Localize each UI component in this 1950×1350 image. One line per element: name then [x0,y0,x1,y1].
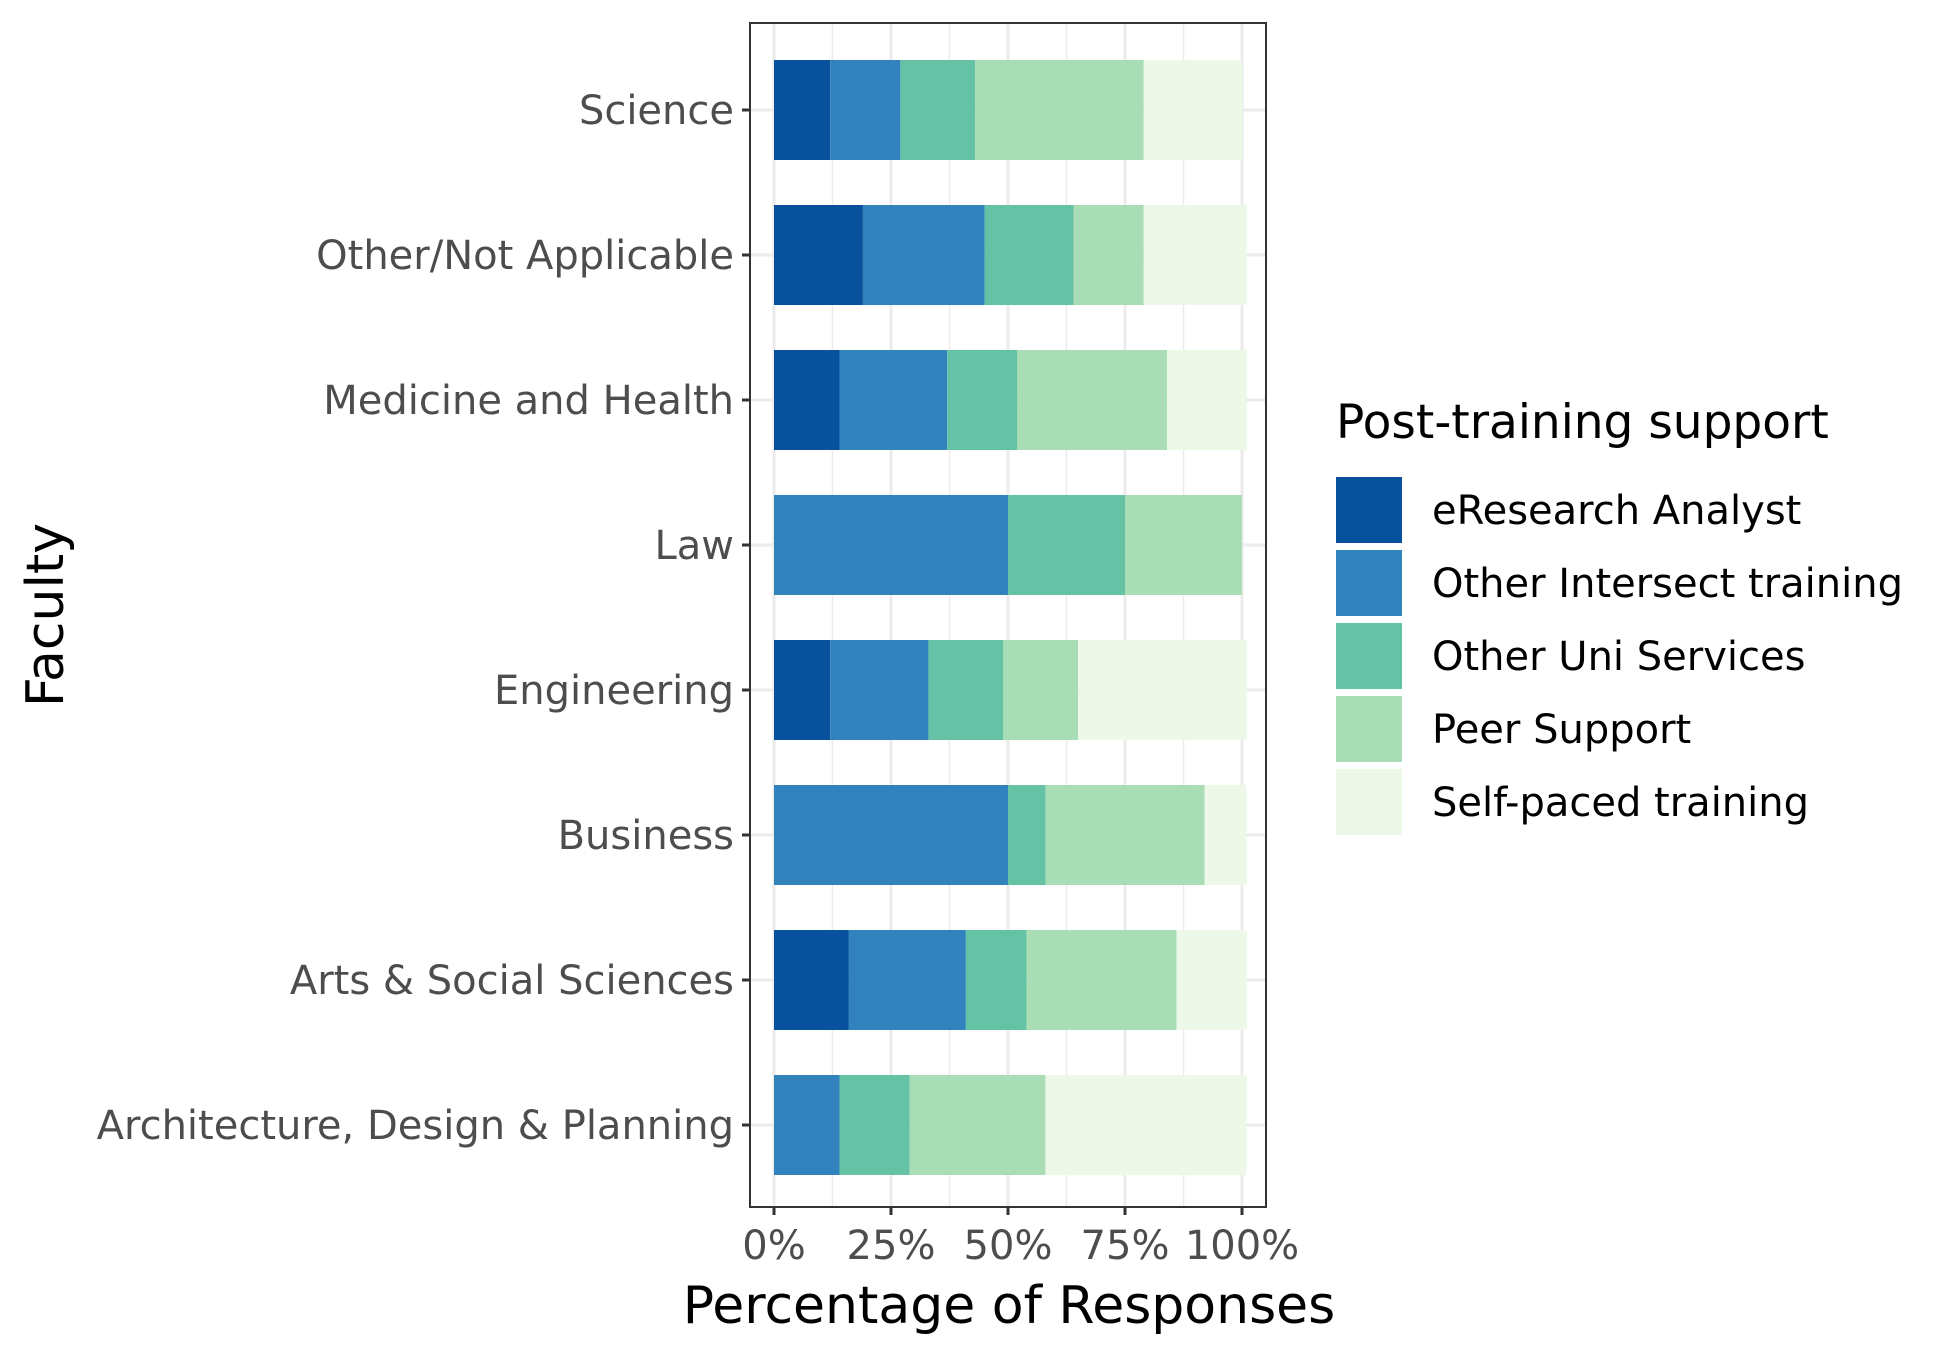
bar-segment [1008,495,1125,595]
bar-segment [1017,350,1168,450]
legend-key [1336,550,1402,616]
x-tick-label: 0% [742,1223,805,1269]
legend-title: Post-training support [1336,395,1829,450]
bar-segment [984,205,1074,305]
bar-segment [774,640,831,740]
bar-segment [830,60,901,160]
legend-key [1336,769,1402,835]
legend-key [1336,477,1402,543]
bar-segment [900,60,976,160]
bar-segment [839,350,948,450]
bar-segment [1143,205,1247,305]
bar-segment [1003,640,1079,740]
bar-segment [848,930,966,1030]
bar-segment [1125,495,1242,595]
bar-segment [1176,930,1247,1030]
bar-segment [1078,640,1247,740]
bar-segment [1143,60,1242,160]
bar-segment [1204,785,1247,885]
bar-segment [774,785,1008,885]
y-tick-label: Business [558,813,734,859]
bar-segment [909,1075,1046,1175]
bar-segment [1045,1075,1247,1175]
bar-segment [774,495,1008,595]
bar-segment [774,1075,840,1175]
bar-segment [1073,205,1144,305]
bar-segment [830,640,929,740]
y-tick-label: Science [579,88,734,134]
x-tick-label: 50% [964,1223,1053,1269]
bar-segment [1045,785,1205,885]
y-tick-label: Architecture, Design & Planning [97,1103,734,1149]
bar-segment [774,350,840,450]
legend-key [1336,623,1402,689]
y-tick-label: Law [654,523,734,569]
bar-segment [774,930,849,1030]
bar-segment [975,60,1144,160]
y-tick-label: Arts & Social Sciences [290,958,734,1004]
bar-segment [862,205,985,305]
legend-label: Self-paced training [1432,780,1809,826]
x-tick-label: 25% [847,1223,936,1269]
x-tick-label: 100% [1185,1223,1299,1269]
y-tick-label: Engineering [494,668,734,714]
y-tick-label: Medicine and Health [323,378,734,424]
bar-segment [928,640,1004,740]
y-axis: Science Other/Not Applicable Medicine and … [97,88,750,1149]
bar-segment [774,60,831,160]
bar-segment [965,930,1027,1030]
legend: Post-training support eResearch Analyst O… [1336,395,1903,835]
legend-label: eResearch Analyst [1432,488,1801,534]
y-axis-title: Faculty [16,523,76,707]
x-axis: 0% 25% 50% 75% 100% [742,1207,1299,1269]
bar-segment [774,205,863,305]
legend-label: Other Uni Services [1432,634,1805,680]
bar-segment [1167,350,1247,450]
bar-segment [1026,930,1177,1030]
x-tick-label: 75% [1081,1223,1170,1269]
bar-segment [839,1075,910,1175]
bar-segment [947,350,1018,450]
legend-label: Other Intersect training [1432,561,1903,607]
legend-label: Peer Support [1432,707,1691,753]
y-tick-label: Other/Not Applicable [316,233,734,279]
bars [774,60,1247,1175]
bar-segment [1008,785,1046,885]
x-axis-title: Percentage of Responses [683,1276,1336,1336]
legend-key [1336,696,1402,762]
